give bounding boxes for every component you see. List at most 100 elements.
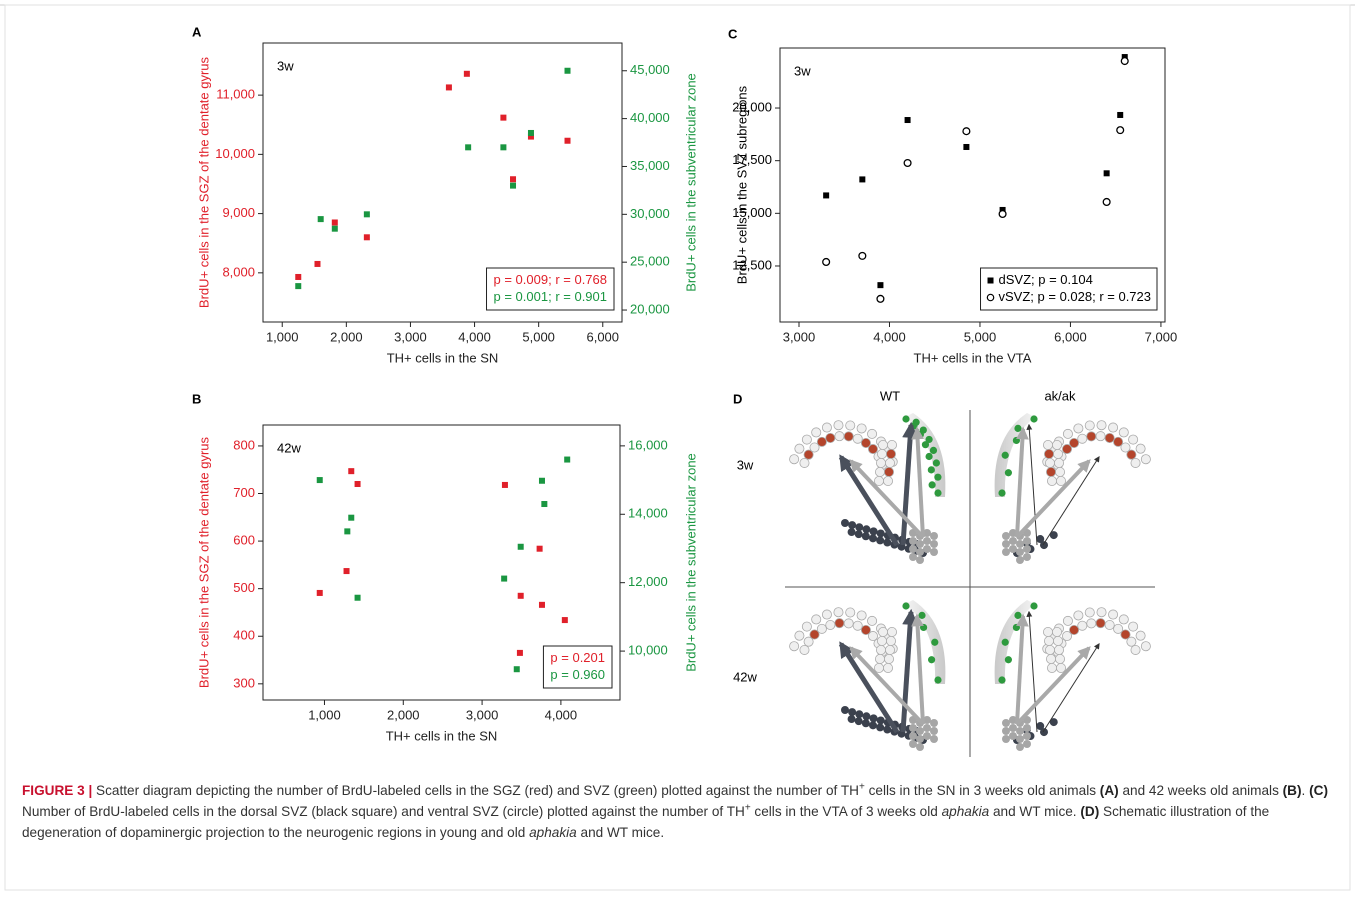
cell xyxy=(1077,433,1088,444)
cell xyxy=(1054,467,1065,478)
cell xyxy=(876,645,887,656)
neuron xyxy=(923,716,931,724)
cell xyxy=(1130,457,1141,468)
legend-entry: p = 0.009; r = 0.768 xyxy=(494,272,607,287)
cell xyxy=(809,442,820,453)
cell xyxy=(789,454,800,465)
point xyxy=(343,568,350,575)
projection xyxy=(1015,646,1091,726)
cell xyxy=(1120,442,1131,453)
neuron xyxy=(916,556,924,564)
point xyxy=(1116,126,1125,135)
neuron xyxy=(1002,548,1010,556)
point xyxy=(331,225,338,232)
cell xyxy=(1118,614,1129,625)
cell xyxy=(1084,420,1095,431)
neuron xyxy=(1016,556,1024,564)
y2-tick-label: 35,000 xyxy=(630,158,670,173)
neuron xyxy=(883,725,892,734)
cell xyxy=(856,423,867,434)
x-axis-label: TH+ cells in the SN xyxy=(387,350,499,365)
svz-cell xyxy=(932,459,940,467)
svz-cell xyxy=(998,676,1006,684)
point xyxy=(331,219,338,226)
cell xyxy=(799,457,810,468)
cell xyxy=(884,467,895,478)
point xyxy=(527,129,534,136)
cell xyxy=(1104,620,1115,631)
cell xyxy=(1096,420,1107,431)
x-tick-label: 3,000 xyxy=(394,329,427,344)
neuron xyxy=(1002,727,1010,735)
neuron xyxy=(1023,553,1031,561)
y-tick-label: 11,000 xyxy=(216,87,255,102)
point xyxy=(348,514,355,521)
x-tick-label: 6,000 xyxy=(1054,329,1087,344)
y2-tick-label: 25,000 xyxy=(630,254,670,269)
caption-run: Schematic illustration of the degenerati… xyxy=(22,804,1270,840)
svz-cell xyxy=(920,623,928,632)
caption-run: and WT mice. xyxy=(576,825,665,840)
cell xyxy=(1118,427,1129,438)
panel-label: C xyxy=(728,26,738,41)
neuron xyxy=(861,719,870,728)
cell xyxy=(1135,630,1146,641)
point xyxy=(541,501,548,508)
point xyxy=(348,468,355,475)
neuron xyxy=(862,712,871,721)
projection xyxy=(1026,423,1038,546)
point xyxy=(536,545,543,552)
y-tick-label: 400 xyxy=(233,628,255,643)
y-tick-label: 12,500 xyxy=(732,257,772,272)
cell xyxy=(1055,476,1066,487)
cell xyxy=(1073,610,1084,621)
legend-box xyxy=(542,645,613,689)
cell xyxy=(1108,609,1119,620)
quadrant xyxy=(994,600,1151,751)
neuron xyxy=(930,719,938,727)
point xyxy=(858,251,867,260)
cell xyxy=(1052,636,1063,647)
cell xyxy=(843,431,854,442)
caption-run: FIGURE 3 | xyxy=(22,783,93,798)
cell xyxy=(816,436,827,447)
svz-region xyxy=(994,413,1035,497)
cell xyxy=(874,476,885,487)
annotation: 3w xyxy=(794,63,811,78)
cell xyxy=(1086,618,1097,629)
y-tick-label: 20,000 xyxy=(732,99,772,114)
caption-run: Number of BrdU-labeled cells in the dors… xyxy=(22,804,745,819)
neuron xyxy=(854,530,863,539)
neuron xyxy=(1002,719,1010,727)
point xyxy=(344,528,351,535)
cell xyxy=(878,440,889,451)
point xyxy=(463,70,470,77)
projection xyxy=(849,646,925,726)
y-tick-label: 800 xyxy=(233,437,255,452)
neuron xyxy=(1023,732,1031,740)
neuron xyxy=(883,538,892,547)
cell xyxy=(876,458,887,469)
y-tick-label: 15,000 xyxy=(732,205,772,220)
panel-label: B xyxy=(192,391,201,406)
cell xyxy=(860,625,871,636)
neuron xyxy=(1023,740,1031,748)
point xyxy=(501,481,508,488)
y-axis-label: BrdU+ cells in the SGZ of the dentate gy… xyxy=(196,56,211,308)
neuron xyxy=(909,545,917,553)
caption-run: aphakia xyxy=(941,804,990,819)
neuron xyxy=(1002,540,1010,548)
projection xyxy=(1026,610,1038,733)
y2-tick-label: 16,000 xyxy=(628,437,668,452)
projection xyxy=(900,608,919,733)
y-tick-label: 700 xyxy=(233,485,255,500)
cell xyxy=(1095,431,1106,442)
y2-tick-label: 14,000 xyxy=(628,506,668,521)
cell xyxy=(1140,641,1151,652)
quadrant xyxy=(994,413,1151,564)
neuron xyxy=(923,529,931,537)
x-tick-label: 1,000 xyxy=(266,329,299,344)
neuron xyxy=(930,727,938,735)
cell xyxy=(1096,607,1107,618)
